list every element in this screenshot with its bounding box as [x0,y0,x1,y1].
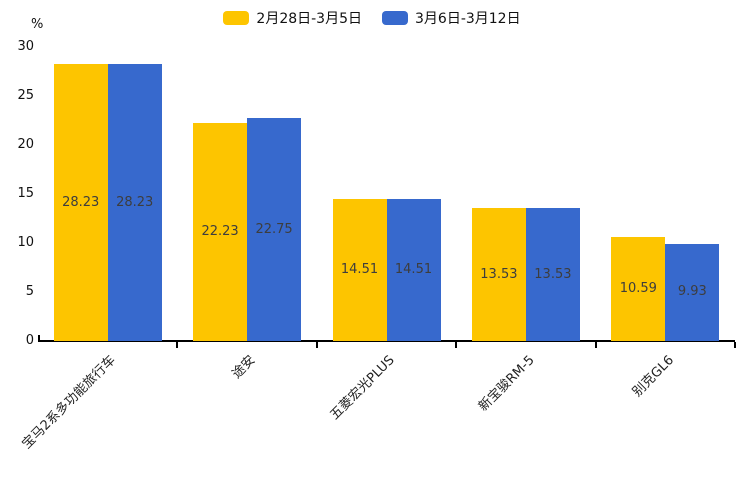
x-axis-category-label: 别克GL6 [629,352,677,400]
y-axis-tick-label: 10 [17,235,34,250]
bar-series-0-cat-0[interactable] [53,64,108,341]
legend-label-series-0: 2月28日-3月5日 [256,11,362,27]
x-axis-category-label: 宝马2系多功能旅行车 [19,352,120,453]
x-axis-tick [455,342,458,348]
bar-series-1-cat-2[interactable] [386,198,441,341]
bar-value-label: 9.93 [677,284,707,300]
bar-series-0-cat-4[interactable] [611,237,666,341]
bar-value-label: 13.53 [534,266,572,282]
legend-item-series-0[interactable]: 2月28日-3月5日 [223,8,362,28]
bar-series-1-cat-3[interactable] [525,208,580,341]
bar-value-label: 28.23 [116,194,154,210]
bar-value-label: 13.53 [480,266,518,282]
bar-series-0-cat-3[interactable] [471,208,526,341]
x-axis-line [38,340,735,342]
x-axis-start-tick [38,335,40,341]
x-axis-tick [315,342,318,348]
x-axis-tick [734,342,736,348]
bar-value-label: 14.51 [394,261,433,277]
x-axis-category-label: 途安 [229,352,259,382]
y-axis-tick-label: 20 [17,137,34,152]
bar-value-label: 22.23 [201,224,239,240]
y-axis-tick-label: 25 [17,88,34,103]
legend: 2月28日-3月5日 3月6日-3月12日 [0,8,744,28]
bar-series-1-cat-0[interactable] [107,64,162,341]
x-axis-tick [594,342,597,348]
bar-value-label: 14.51 [340,261,379,277]
y-axis-tick-label: 30 [17,39,34,54]
bar-series-1-cat-4[interactable] [665,243,720,341]
legend-item-series-1[interactable]: 3月6日-3月12日 [382,8,521,28]
y-axis-unit-label: % [31,17,44,32]
bar-value-label: 22.75 [255,221,293,237]
bar-series-1-cat-1[interactable] [247,118,302,341]
x-axis-tick [176,342,179,348]
x-axis-category-label: 新宝骏RM-5 [475,352,538,415]
y-axis-tick-label: 5 [25,284,34,299]
y-axis-tick-label: 15 [17,186,34,201]
y-axis-tick-label: 0 [25,333,34,348]
legend-swatch-series-0 [223,11,250,25]
bar-series-0-cat-2[interactable] [332,198,387,341]
bar-value-label: 28.23 [62,194,100,210]
x-axis-category-label: 五菱宏光PLUS [327,352,398,423]
legend-label-series-1: 3月6日-3月12日 [415,11,521,27]
bar-series-0-cat-1[interactable] [193,123,248,341]
legend-swatch-series-1 [382,11,408,25]
bar-value-label: 10.59 [619,281,657,297]
